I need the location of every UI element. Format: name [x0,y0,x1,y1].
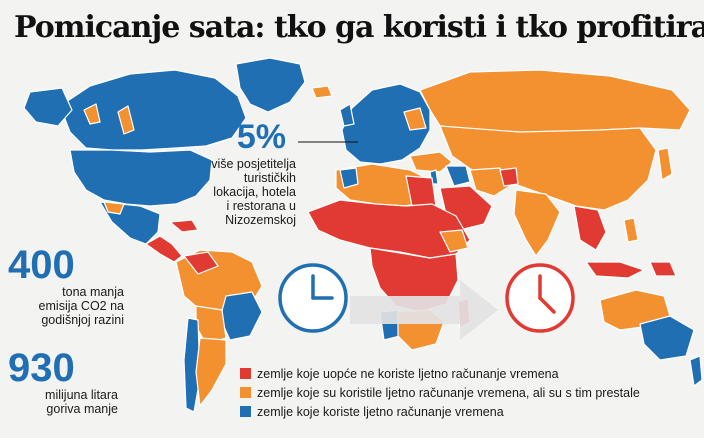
region-turkey [409,151,453,173]
clock-icon [505,263,575,333]
stat-tourism-line: lokacija, hotela [213,185,296,199]
region-caribbean [169,219,199,233]
legend-item: zemlje koje su koristile ljetno računanj… [240,383,700,402]
region-central-america [145,235,183,263]
region-canada-yukon [83,103,101,125]
stat-co2: 400 tona manja emisija CO2 na godišnjoj … [8,245,128,327]
region-chile [183,317,201,413]
region-uk [339,103,355,127]
region-mexico-north [103,201,125,215]
stat-tourism-line: i restorana u [226,199,296,213]
region-argentina [195,337,227,407]
stat-co2-value: 400 [8,243,75,287]
legend-label: zemlje koje uopće ne koriste ljetno raču… [257,366,559,381]
region-usa [69,149,213,207]
legend-swatch-orange [240,387,251,398]
stat-co2-line: godišnjoj razini [41,313,124,327]
legend-swatch-red [240,368,251,379]
stat-tourism-line: više posjetitelja [211,157,296,171]
region-afghanistan [499,167,519,187]
stat-tourism: 5% više posjetitelja turističkih lokacij… [176,118,296,227]
region-colombia-venezuela [183,251,219,275]
region-greenland [235,57,306,113]
region-iran [469,167,511,197]
region-indonesia [585,261,645,279]
stat-fuel: 930 milijuna litara goriva manje [8,348,128,416]
stat-tourism-value: 5% [236,118,286,156]
region-morocco [339,167,359,189]
region-ethiopia [439,229,469,253]
arrow-shape [350,280,498,340]
stat-tourism-line: turističkih [243,171,296,185]
region-syria-iraq [445,165,471,187]
clock-icon [278,263,348,333]
region-new-zealand [689,355,703,387]
stat-tourism-line: Nizozemskoj [225,213,296,227]
region-brazil-south [219,291,263,341]
page-title: Pomicanje sata: tko ga koristi i tko pro… [14,10,704,45]
region-canada [59,69,247,151]
region-alaska [23,87,73,127]
legend-swatch-blue [240,406,251,417]
stat-co2-line: emisija CO2 na [38,299,124,313]
stat-fuel-value: 930 [8,346,75,390]
region-russia [419,69,691,135]
stat-fuel-line: milijuna litara [45,388,118,402]
stat-fuel-line: goriva manje [46,402,118,416]
region-japan [657,147,673,181]
legend-item: zemlje koje koriste ljetno računanje vre… [240,402,700,421]
region-europe [341,83,431,165]
region-iceland [311,85,333,99]
region-india [513,189,561,257]
legend-label: zemlje koje su koristile ljetno računanj… [257,385,640,400]
region-australia-south [639,315,695,361]
legend-item: zemlje koje uopće ne koriste ljetno raču… [240,364,700,383]
region-philippines [623,217,639,243]
legend-label: zemlje koje koriste ljetno računanje vre… [257,404,504,419]
region-new-guinea [649,261,677,277]
region-se-asia [573,205,607,251]
map-legend: zemlje koje uopće ne koriste ljetno raču… [240,364,700,421]
region-canada-saskatchewan [117,105,135,135]
stat-co2-line: tona manja [62,285,124,299]
region-egypt [405,175,437,207]
region-belarus [403,107,427,131]
